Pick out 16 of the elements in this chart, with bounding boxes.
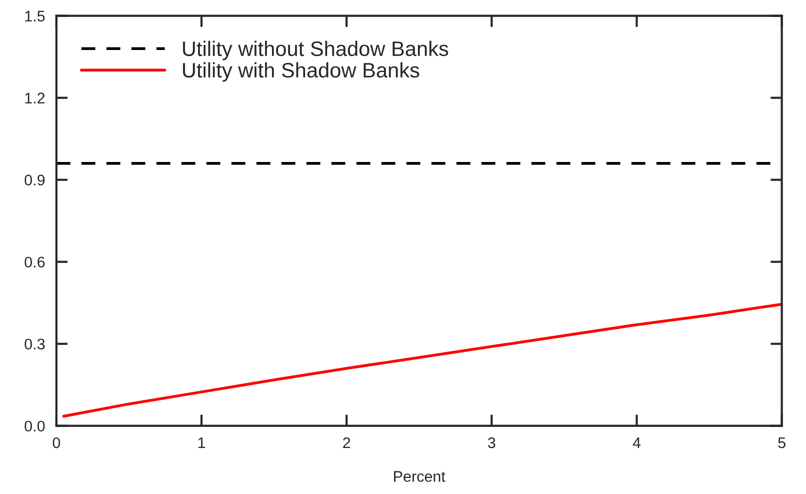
x-tick-label: 5 <box>778 438 786 448</box>
y-tick-label: 0.3 <box>24 338 45 350</box>
x-tick-label: 4 <box>632 438 641 448</box>
legend-label: Utility with Shadow Banks <box>183 62 420 82</box>
x-tick-label: 1 <box>198 438 206 448</box>
y-tick-label: 1.2 <box>25 92 45 104</box>
y-tick-label: 0.9 <box>24 174 45 186</box>
x-tick-label: 3 <box>488 437 496 448</box>
line-series <box>62 302 782 418</box>
y-tick-label: 1.5 <box>25 10 45 22</box>
x-tick-label: 2 <box>343 437 350 448</box>
y-tick-label: 0.6 <box>24 256 45 268</box>
y-tick-label: 0.0 <box>24 420 45 432</box>
x-axis-title: Percent <box>394 471 446 482</box>
x-tick-label: 0 <box>52 437 60 448</box>
legend-label: Utility without Shadow Banks <box>183 40 448 60</box>
